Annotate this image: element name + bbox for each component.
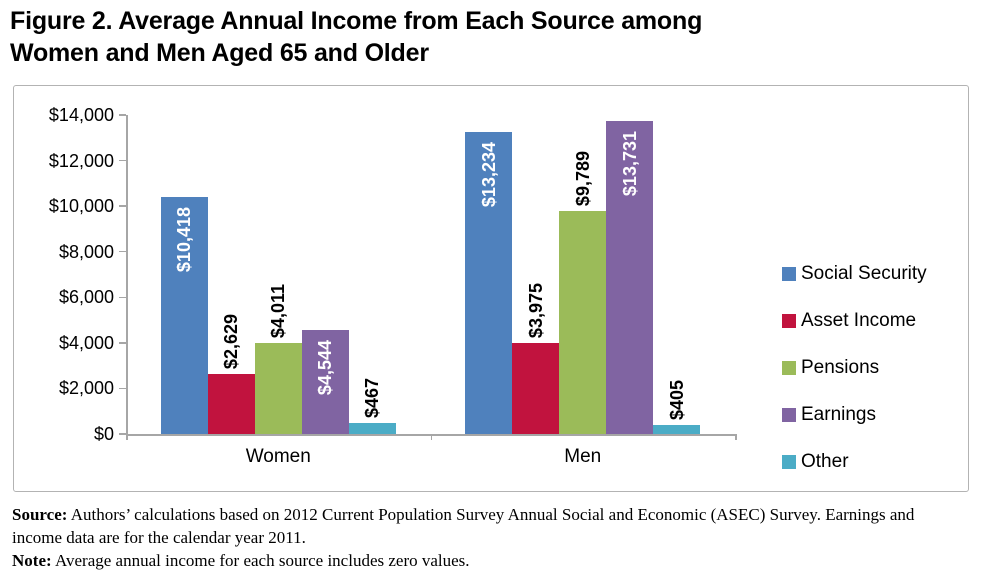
y-axis-tick — [119, 433, 126, 435]
x-axis-category-label-women: Women — [245, 446, 311, 467]
legend-label: Other — [801, 451, 849, 472]
y-axis-label: $14,000 — [48, 105, 114, 125]
bar-value-text: $4,011 — [268, 283, 289, 338]
bar-women-other — [348, 423, 396, 434]
legend-item-other: Other — [782, 451, 927, 472]
y-axis-label: $8,000 — [58, 241, 114, 262]
y-axis-tick — [119, 387, 126, 390]
page-title-line-2: Women and Men Aged 65 and Older — [10, 39, 429, 67]
bar-women-earnings — [301, 330, 349, 434]
x-axis-category-label-men: Men — [564, 446, 602, 467]
footnotes: Source: Authors’ calculations based on 2… — [12, 503, 964, 572]
y-axis-tick — [119, 342, 126, 344]
x-axis-tick — [430, 434, 432, 440]
bar-men-other — [653, 425, 701, 434]
legend-swatch-earnings — [782, 408, 796, 422]
legend-swatch-social-security — [782, 267, 796, 281]
bar-value-text: $3,975 — [525, 282, 546, 338]
page-title: Figure 2. Average Annual Income from Eac… — [10, 5, 970, 69]
bar-women-pensions — [254, 343, 302, 434]
bar-value-text: $13,234 — [478, 142, 499, 208]
legend-item-asset-income: Asset Income — [782, 310, 927, 331]
bar-value-text: $2,629 — [221, 313, 242, 369]
y-axis-tick — [119, 250, 126, 253]
y-axis-label: $4,000 — [58, 332, 114, 353]
x-axis-tick — [735, 434, 737, 440]
legend-swatch-pensions — [782, 361, 796, 375]
bar-women-social-security — [160, 197, 208, 434]
bar-value-text: $4,544 — [315, 340, 336, 396]
y-axis-tick — [119, 159, 126, 162]
note-text: Average annual income for each source in… — [51, 551, 470, 570]
bar-value-text: $10,418 — [174, 207, 195, 273]
bar-value-text: $405 — [666, 379, 687, 420]
note: Note: Average annual income for each sou… — [12, 549, 964, 572]
bar-value-text: $9,789 — [572, 150, 593, 206]
chart-frame: Social Security Asset Income Pensions Earni… — [13, 85, 969, 492]
legend-label: Pensions — [801, 357, 880, 378]
y-axis-tick — [119, 296, 126, 299]
y-axis-tick — [119, 114, 126, 116]
y-axis-label: $10,000 — [48, 196, 114, 217]
legend-label: Social Security — [801, 263, 927, 284]
source-note: Source: Authors’ calculations based on 2… — [12, 503, 964, 549]
y-axis-line — [126, 115, 128, 434]
legend-swatch-other — [782, 455, 796, 469]
source-text: Authors’ calculations based on 2012 Curr… — [12, 505, 915, 547]
bar-men-asset-income — [512, 343, 560, 434]
legend-item-pensions: Pensions — [782, 357, 927, 378]
y-axis-label: $12,000 — [48, 150, 114, 171]
page-title-line-1: Figure 2. Average Annual Income from Eac… — [10, 7, 703, 35]
bar-men-social-security — [465, 132, 513, 434]
x-axis-tick — [126, 434, 128, 440]
legend-label: Earnings — [801, 404, 876, 425]
bar-value-text: $13,731 — [619, 131, 640, 197]
bar-men-pensions — [559, 211, 607, 434]
bar-value-text: $467 — [362, 377, 383, 418]
legend-item-earnings: Earnings — [782, 404, 927, 425]
legend-item-social-security: Social Security — [782, 263, 927, 284]
y-axis-label: $0 — [93, 424, 114, 444]
bar-women-asset-income — [207, 374, 255, 434]
bar-men-earnings — [606, 121, 654, 434]
legend-label: Asset Income — [801, 310, 917, 331]
y-axis-tick — [119, 205, 126, 207]
source-label: Source: — [12, 505, 68, 524]
legend: Social Security Asset Income Pensions Earni… — [782, 263, 927, 472]
legend-swatch-asset-income — [782, 314, 796, 328]
note-label: Note: — [12, 551, 52, 570]
y-axis-label: $6,000 — [58, 287, 114, 308]
y-axis-label: $2,000 — [58, 378, 114, 399]
